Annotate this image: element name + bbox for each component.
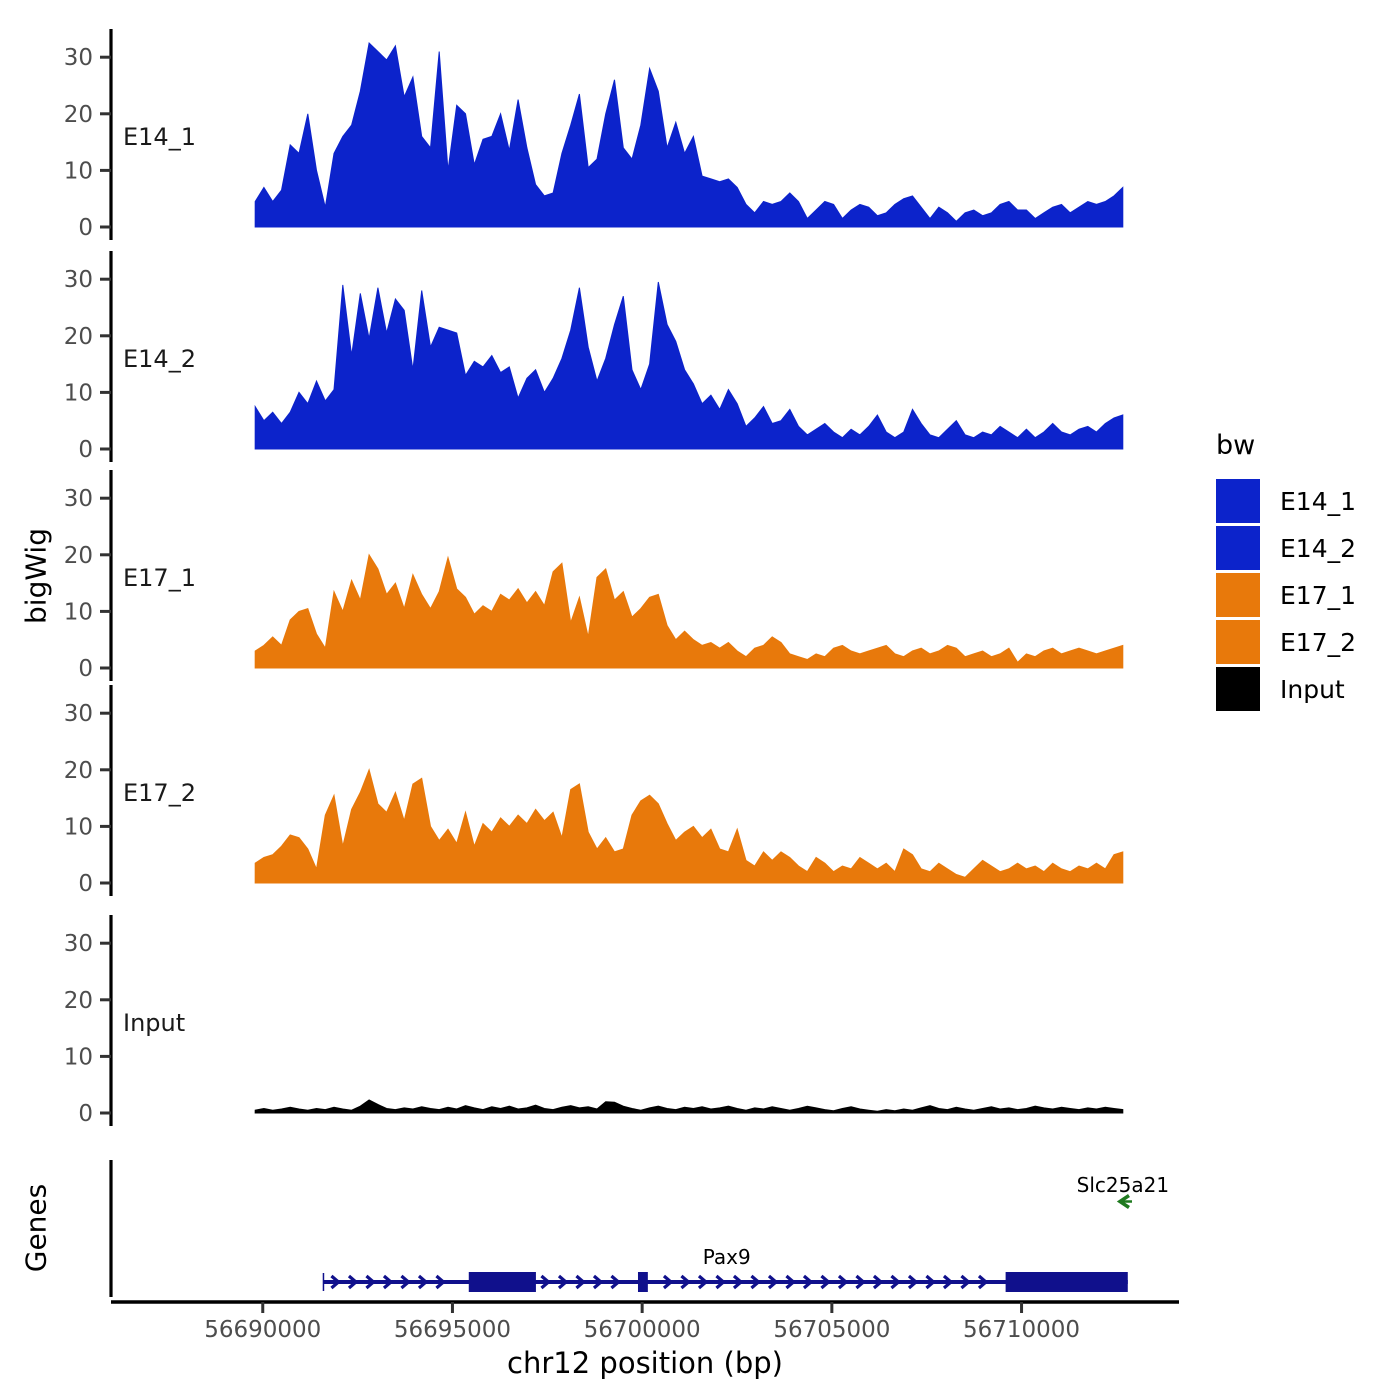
y-tick-label: 0 — [78, 215, 93, 241]
y-tick-label: 10 — [64, 380, 93, 406]
y-tick-label: 30 — [64, 486, 93, 512]
legend-item-label: Input — [1280, 674, 1345, 704]
x-tick-label: 56710000 — [963, 1317, 1080, 1343]
signal-area-Input — [254, 1099, 1124, 1114]
y-tick-label: 20 — [64, 102, 93, 128]
y-tick-label: 0 — [78, 871, 93, 897]
signal-area-E17_2 — [254, 768, 1124, 884]
legend-swatch-E14_1 — [1216, 479, 1260, 523]
y-tick-label: 20 — [64, 988, 93, 1014]
y-tick-label: 30 — [64, 267, 93, 293]
legend-item-E17_2: E17_2 — [1216, 620, 1356, 664]
y-tick-label: 0 — [78, 1101, 93, 1127]
legend-item-label: E17_2 — [1280, 627, 1357, 657]
strand-arrow-left-icon — [1116, 1194, 1130, 1209]
strand-arrow-icon — [960, 1274, 971, 1290]
legend-item-E14_2: E14_2 — [1216, 526, 1356, 570]
x-tick-label: 56700000 — [584, 1317, 701, 1343]
y-tick-label: 0 — [78, 437, 93, 463]
strand-arrow-icon — [715, 1274, 726, 1290]
signal-area-E14_1 — [254, 41, 1124, 228]
y-tick-label: 20 — [64, 324, 93, 350]
y-tick-label: 20 — [64, 758, 93, 784]
strand-arrow-icon — [750, 1274, 761, 1290]
x-tick-label: 56705000 — [773, 1317, 890, 1343]
signal-area-E17_1 — [254, 553, 1124, 669]
strand-arrow-icon — [802, 1274, 814, 1290]
strand-arrow-icon — [890, 1274, 901, 1290]
gene-exon-Pax9 — [637, 1272, 648, 1292]
strand-arrow-icon — [855, 1274, 866, 1290]
strand-arrow-icon — [575, 1274, 586, 1290]
strand-arrow-icon — [557, 1274, 569, 1290]
strand-arrow-icon — [907, 1274, 919, 1290]
legend-swatch-E17_2 — [1216, 620, 1260, 664]
y-axis-title: bigWig — [19, 528, 53, 624]
legend-item-Input: Input — [1216, 667, 1356, 711]
strand-arrow-icon — [925, 1274, 936, 1290]
strand-arrow-icon — [680, 1274, 691, 1290]
strand-arrow-icon — [732, 1274, 744, 1290]
strand-arrow-icon — [592, 1274, 604, 1290]
strand-arrow-icon — [610, 1274, 621, 1290]
strand-arrow-icon — [767, 1274, 779, 1290]
y-tick-label: 30 — [64, 45, 93, 71]
strand-arrow-icon — [662, 1274, 674, 1290]
strand-arrow-icon — [872, 1274, 884, 1290]
y-tick-label: 30 — [64, 931, 93, 957]
strand-arrow-icon — [540, 1274, 551, 1290]
x-tick-label: 56695000 — [394, 1317, 511, 1343]
genes-axis-title: Genes — [19, 1183, 53, 1273]
y-tick-label: 10 — [64, 814, 93, 840]
gene-exon-Pax9 — [468, 1272, 536, 1292]
strand-arrow-icon — [942, 1274, 954, 1290]
legend: bw E14_1 E14_2 E17_1 E17_2 Input — [1216, 430, 1356, 714]
strand-arrow-icon — [365, 1274, 376, 1290]
track-label-E17_2: E17_2 — [123, 779, 196, 807]
legend-swatch-Input — [1216, 667, 1260, 711]
legend-swatch-E14_2 — [1216, 526, 1260, 570]
legend-item-E14_1: E14_1 — [1216, 479, 1356, 523]
legend-item-label: E17_1 — [1280, 580, 1357, 610]
strand-arrow-icon — [697, 1274, 709, 1290]
y-tick-label: 30 — [64, 701, 93, 727]
legend-item-label: E14_2 — [1280, 533, 1357, 563]
gene-label-Pax9: Pax9 — [703, 1245, 751, 1269]
y-tick-label: 0 — [78, 656, 93, 682]
strand-arrow-icon — [837, 1274, 849, 1290]
y-tick-label: 10 — [64, 1044, 93, 1070]
strand-arrow-icon — [820, 1274, 831, 1290]
legend-item-label: E14_1 — [1280, 486, 1357, 516]
strand-arrow-icon — [435, 1274, 446, 1290]
x-tick-label: 56690000 — [204, 1317, 321, 1343]
strand-arrow-icon — [347, 1274, 359, 1290]
strand-arrow-icon — [382, 1274, 394, 1290]
legend-title: bw — [1216, 430, 1256, 461]
strand-arrow-icon — [785, 1274, 796, 1290]
y-tick-label: 10 — [64, 158, 93, 184]
legend-swatch-E17_1 — [1216, 573, 1260, 617]
strand-arrow-icon — [400, 1274, 411, 1290]
y-tick-label: 10 — [64, 599, 93, 625]
strand-arrow-icon — [330, 1274, 341, 1290]
track-label-E14_1: E14_1 — [123, 123, 196, 151]
strand-arrow-icon — [417, 1274, 429, 1290]
legend-items: E14_1 E14_2 E17_1 E17_2 Input — [1216, 479, 1356, 711]
strand-arrow-icon — [977, 1274, 989, 1290]
gene-exon-Pax9 — [1005, 1272, 1128, 1292]
signal-area-E14_2 — [254, 281, 1124, 450]
y-tick-label: 20 — [64, 543, 93, 569]
track-label-Input: Input — [123, 1009, 185, 1037]
track-label-E14_2: E14_2 — [123, 345, 196, 373]
legend-item-E17_1: E17_1 — [1216, 573, 1356, 617]
gene-label-Slc25a21: Slc25a21 — [1077, 1173, 1169, 1197]
x-axis-title: chr12 position (bp) — [507, 1346, 783, 1380]
track-label-E17_1: E17_1 — [123, 564, 196, 592]
